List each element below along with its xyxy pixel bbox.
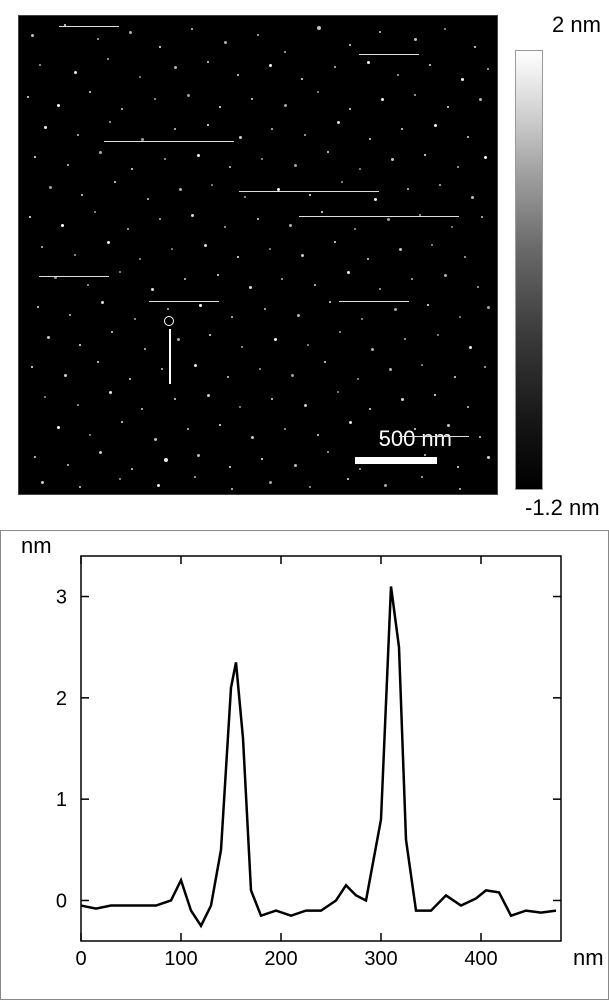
svg-text:2: 2 — [56, 688, 67, 710]
colorbar-max-label: 2 nm — [552, 12, 601, 38]
profile-marker-line — [169, 329, 171, 384]
svg-text:3: 3 — [56, 587, 67, 609]
height-profile-chart: 0 100 200 300 400 0 1 2 3 nm nm — [0, 530, 609, 1000]
colorbar-min-label: -1.2 nm — [525, 495, 600, 521]
svg-text:1: 1 — [56, 789, 67, 811]
svg-text:100: 100 — [164, 948, 197, 970]
svg-text:200: 200 — [264, 948, 297, 970]
afm-panel: 500 nm 2 nm -1.2 nm — [0, 0, 609, 530]
svg-text:nm: nm — [573, 945, 604, 970]
svg-text:400: 400 — [464, 948, 497, 970]
svg-text:300: 300 — [364, 948, 397, 970]
chart-svg: 0 100 200 300 400 0 1 2 3 nm nm — [1, 531, 609, 1001]
colorbar — [515, 50, 543, 490]
scale-bar — [355, 457, 437, 464]
svg-text:0: 0 — [75, 948, 86, 970]
svg-text:nm: nm — [21, 533, 52, 558]
svg-text:0: 0 — [56, 890, 67, 912]
profile-marker-circle-icon — [164, 316, 174, 326]
afm-topography-image: 500 nm — [18, 15, 498, 495]
